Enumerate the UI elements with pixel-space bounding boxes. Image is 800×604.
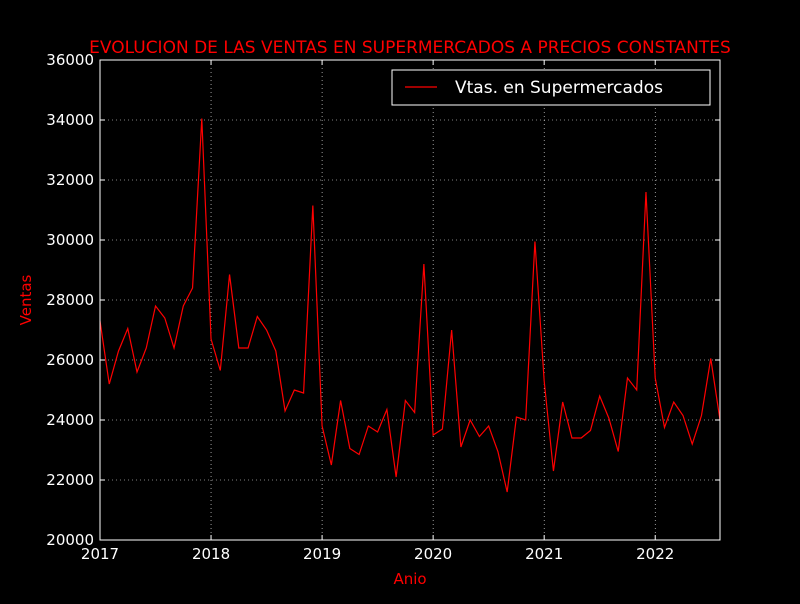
legend-box <box>391 69 711 106</box>
x-axis-label: Anio <box>393 570 426 588</box>
y-tick-label: 34000 <box>46 111 94 129</box>
y-tick-labels: 20000 22000 24000 26000 28000 30000 32000 34000… <box>46 51 94 549</box>
y-tick-label: 32000 <box>46 171 94 189</box>
x-tick-label: 2018 <box>192 545 230 563</box>
y-tick-label: 20000 <box>46 531 94 549</box>
y-tick-label: 30000 <box>46 231 94 249</box>
y-tick-label: 36000 <box>46 51 94 69</box>
y-tick-label: 28000 <box>46 291 94 309</box>
series-line <box>99 118 721 493</box>
y-tick-label: 22000 <box>46 471 94 489</box>
tick-marks <box>99 59 720 541</box>
y-tick-label: 24000 <box>46 411 94 429</box>
x-tick-label: 2019 <box>303 545 341 563</box>
legend: Vtas. en Supermercados <box>391 69 711 106</box>
series-layer <box>99 118 721 493</box>
x-tick-label: 2020 <box>414 545 452 563</box>
y-tick-label: 26000 <box>46 351 94 369</box>
x-tick-labels: 2017 2018 2019 2020 2021 2022 <box>81 545 674 563</box>
chart-title: EVOLUCION DE LAS VENTAS EN SUPERMERCADOS… <box>89 38 731 58</box>
x-tick-label: 2021 <box>525 545 563 563</box>
legend-label: Vtas. en Supermercados <box>455 78 663 98</box>
x-tick-label: 2022 <box>636 545 674 563</box>
x-tick-label: 2017 <box>81 545 119 563</box>
y-axis-label: Ventas <box>17 274 35 325</box>
